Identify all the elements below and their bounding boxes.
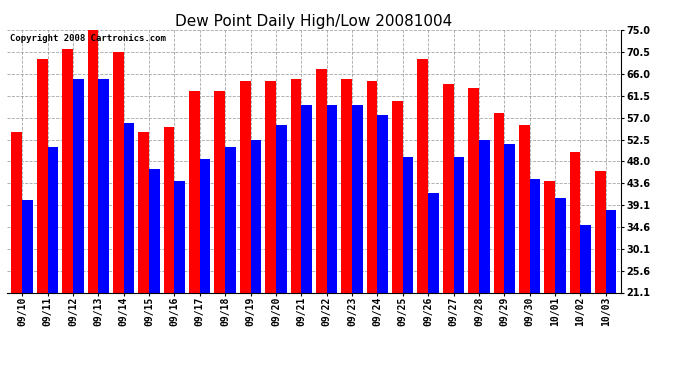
Bar	[200, 159, 210, 292]
Bar	[530, 178, 540, 292]
Bar	[302, 105, 312, 292]
Bar	[544, 181, 555, 292]
Bar	[580, 225, 591, 292]
Bar	[73, 79, 83, 292]
Bar	[469, 88, 479, 292]
Bar	[48, 147, 58, 292]
Bar	[113, 52, 124, 292]
Bar	[352, 105, 363, 292]
Bar	[250, 140, 262, 292]
Bar	[276, 125, 286, 292]
Text: Copyright 2008 Cartronics.com: Copyright 2008 Cartronics.com	[10, 34, 166, 43]
Bar	[240, 81, 250, 292]
Bar	[175, 181, 185, 292]
Bar	[265, 81, 276, 292]
Bar	[570, 152, 580, 292]
Bar	[403, 157, 413, 292]
Bar	[12, 132, 22, 292]
Bar	[392, 100, 403, 292]
Bar	[366, 81, 377, 292]
Bar	[149, 169, 159, 292]
Bar	[479, 140, 489, 292]
Bar	[377, 115, 388, 292]
Bar	[443, 84, 453, 292]
Bar	[606, 210, 616, 292]
Bar	[555, 198, 566, 292]
Bar	[88, 30, 98, 292]
Bar	[428, 193, 439, 292]
Bar	[290, 79, 302, 292]
Bar	[417, 59, 428, 292]
Bar	[316, 69, 326, 292]
Bar	[453, 157, 464, 292]
Bar	[225, 147, 236, 292]
Title: Dew Point Daily High/Low 20081004: Dew Point Daily High/Low 20081004	[175, 14, 453, 29]
Bar	[493, 113, 504, 292]
Bar	[326, 105, 337, 292]
Bar	[189, 91, 200, 292]
Bar	[62, 50, 73, 292]
Bar	[22, 201, 33, 292]
Bar	[215, 91, 225, 292]
Bar	[342, 79, 352, 292]
Bar	[504, 144, 515, 292]
Bar	[595, 171, 606, 292]
Bar	[519, 125, 530, 292]
Bar	[98, 79, 109, 292]
Bar	[164, 128, 175, 292]
Bar	[37, 59, 48, 292]
Bar	[139, 132, 149, 292]
Bar	[124, 123, 135, 292]
